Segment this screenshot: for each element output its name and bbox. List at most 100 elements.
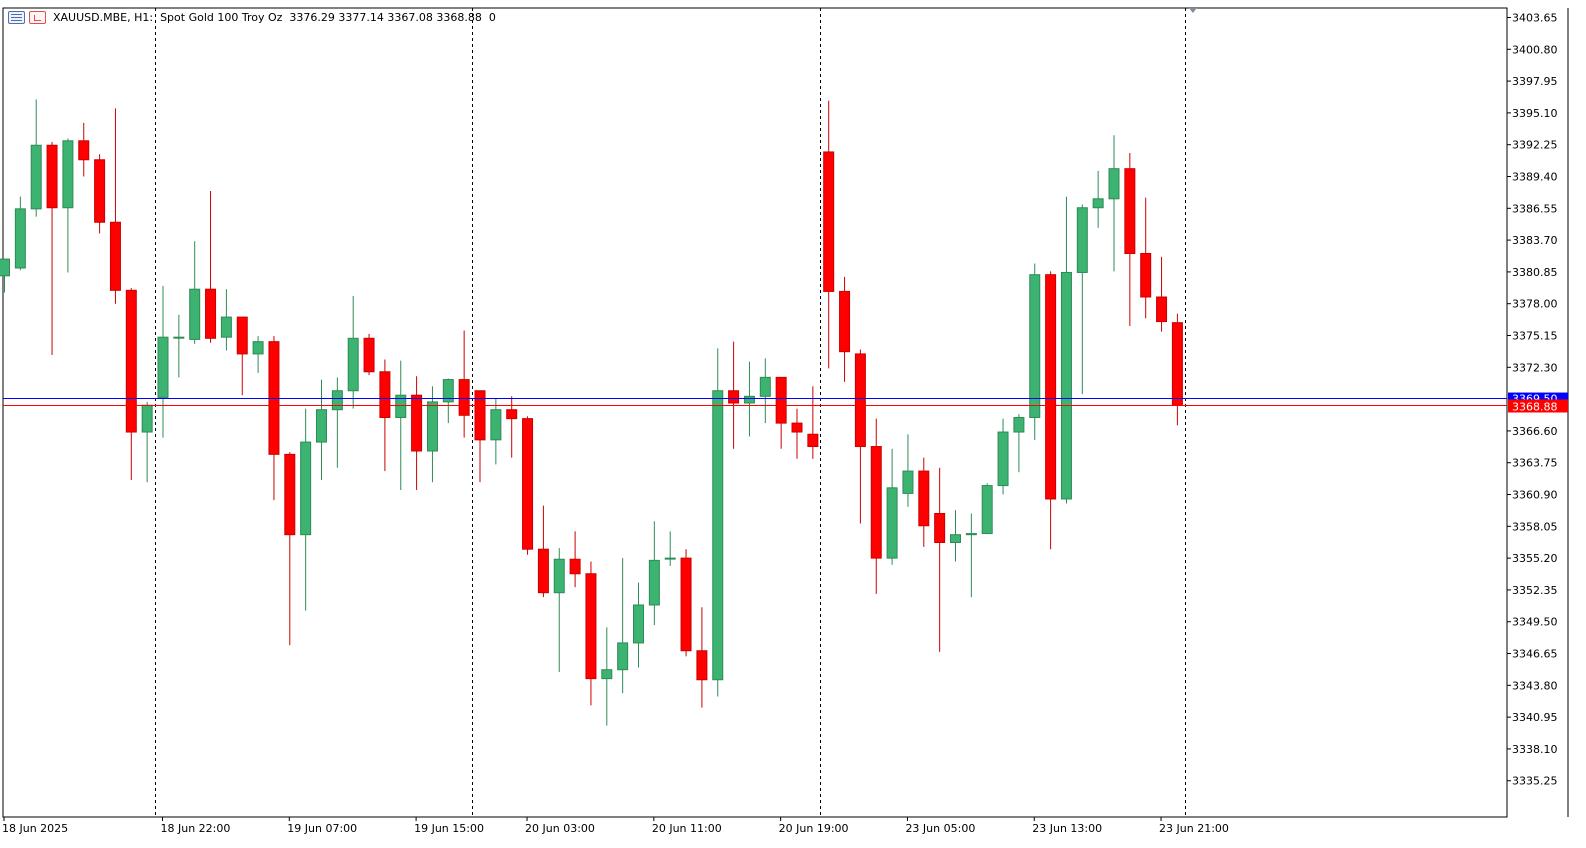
candle-body[interactable] — [442, 379, 454, 403]
candle-body[interactable] — [807, 433, 819, 448]
x-tick-label: 19 Jun 15:00 — [414, 822, 484, 835]
chart-header: XAUUSD.MBE, H1: Spot Gold 100 Troy Oz 33… — [8, 8, 496, 26]
candle-body[interactable] — [490, 409, 502, 441]
candle-body[interactable] — [379, 371, 391, 419]
symbol-description: Spot Gold 100 Troy Oz — [160, 10, 283, 24]
candle-body[interactable] — [791, 422, 803, 433]
candle-body[interactable] — [236, 316, 248, 355]
candle-body[interactable] — [950, 534, 961, 543]
candle-body[interactable] — [617, 642, 629, 671]
candle-body[interactable] — [522, 418, 534, 550]
candle-body[interactable] — [205, 288, 217, 339]
candle-body[interactable] — [1092, 198, 1104, 209]
candle-body[interactable] — [189, 288, 201, 340]
candle-body[interactable] — [965, 533, 977, 536]
candle-body[interactable] — [1045, 274, 1057, 500]
candle-body[interactable] — [759, 376, 771, 397]
candle-body[interactable] — [680, 557, 692, 652]
y-tick-label: 3335.25 — [1512, 775, 1558, 788]
candle-body[interactable] — [902, 470, 914, 494]
candle-body[interactable] — [1140, 252, 1152, 298]
candle-body[interactable] — [997, 431, 1009, 487]
candle-body[interactable] — [300, 441, 312, 536]
symbol-label: XAUUSD.MBE, H1: — [53, 10, 154, 24]
candle-body[interactable] — [474, 390, 486, 441]
candle-body[interactable] — [316, 409, 327, 443]
x-tick-label: 20 Jun 11:00 — [652, 822, 722, 835]
candle-body[interactable] — [268, 341, 280, 455]
candle-body[interactable] — [664, 557, 676, 560]
candle-body[interactable] — [648, 559, 660, 606]
candle-body[interactable] — [712, 390, 724, 681]
candle-body[interactable] — [30, 144, 42, 210]
candle-body[interactable] — [458, 379, 470, 416]
candle-body[interactable] — [981, 485, 993, 535]
volume-value: 0 — [488, 10, 496, 24]
candle-body[interactable] — [839, 290, 851, 353]
candle-body[interactable] — [696, 650, 708, 681]
candle-body[interactable] — [1060, 271, 1072, 500]
y-tick-label: 3378.00 — [1512, 298, 1558, 311]
y-tick-label: 3383.70 — [1512, 234, 1558, 247]
candle-body[interactable] — [220, 316, 232, 338]
y-tick-label: 3392.25 — [1512, 139, 1558, 152]
x-tick-label: 20 Jun 03:00 — [525, 822, 595, 835]
indicator-list-icon[interactable] — [29, 10, 46, 24]
candle-body[interactable] — [1108, 168, 1120, 200]
candle-body[interactable] — [1156, 296, 1168, 323]
y-tick-label: 3358.05 — [1512, 520, 1558, 533]
candle-body[interactable] — [347, 337, 359, 392]
candle-body[interactable] — [1124, 168, 1136, 254]
candle-body[interactable] — [395, 394, 407, 419]
candle-body[interactable] — [569, 558, 581, 575]
chart-shift-marker[interactable] — [1188, 8, 1197, 13]
candle-body[interactable] — [411, 394, 423, 452]
candle-body[interactable] — [886, 487, 898, 559]
candle-body[interactable] — [537, 548, 549, 594]
x-tick-label: 20 Jun 19:00 — [779, 822, 849, 835]
candle-body[interactable] — [1076, 207, 1088, 273]
candle-body[interactable] — [363, 337, 375, 373]
candle-body[interactable] — [633, 604, 644, 644]
candle-body[interactable] — [743, 395, 755, 404]
candle-body[interactable] — [252, 341, 264, 355]
candle-body[interactable] — [109, 221, 121, 291]
candle-body[interactable] — [125, 289, 137, 433]
candle-body[interactable] — [284, 453, 296, 536]
y-tick-label: 3395.10 — [1512, 107, 1558, 120]
candle-body[interactable] — [157, 336, 169, 398]
x-tick-label: 19 Jun 07:00 — [287, 822, 357, 835]
candle-body[interactable] — [553, 558, 565, 594]
ohlc-values: 3376.29 3377.14 3367.08 3368.88 — [289, 10, 482, 24]
candle-body[interactable] — [585, 573, 597, 680]
candle-body[interactable] — [775, 376, 787, 424]
candle-body[interactable] — [1013, 417, 1025, 433]
y-tick-label: 3340.95 — [1512, 711, 1558, 724]
plot-area[interactable] — [2, 7, 1508, 818]
y-tick-label: 3346.65 — [1512, 648, 1558, 661]
candle-body[interactable] — [601, 669, 613, 680]
candle-body[interactable] — [728, 390, 740, 404]
candle-body[interactable] — [1029, 274, 1041, 419]
candle-body[interactable] — [173, 336, 185, 339]
candle-body[interactable] — [934, 512, 946, 543]
candle-body[interactable] — [78, 140, 90, 161]
candle-body[interactable] — [141, 404, 153, 433]
candle-body[interactable] — [62, 140, 74, 209]
chart-window-icon[interactable] — [8, 10, 25, 24]
candle-body[interactable] — [331, 390, 343, 411]
candle-body[interactable] — [823, 151, 835, 292]
x-tick-label: 23 Jun 21:00 — [1159, 822, 1229, 835]
candle-body[interactable] — [1171, 322, 1183, 406]
candle-body[interactable] — [506, 409, 518, 420]
candle-body[interactable] — [46, 144, 58, 209]
y-tick-label: 3355.20 — [1512, 552, 1558, 565]
candle-body[interactable] — [870, 446, 882, 559]
candle-body[interactable] — [918, 470, 930, 527]
candle-body[interactable] — [0, 258, 10, 277]
candle-body[interactable] — [426, 401, 438, 452]
candle-body[interactable] — [854, 353, 866, 448]
candle-body[interactable] — [94, 159, 106, 223]
candle-body[interactable] — [14, 208, 26, 269]
